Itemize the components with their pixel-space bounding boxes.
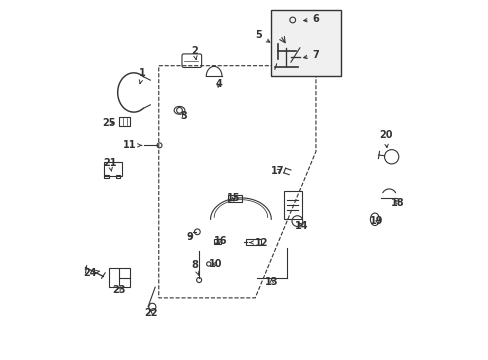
Text: 2: 2	[191, 46, 198, 59]
Text: 8: 8	[191, 260, 199, 275]
Bar	[246, 239, 260, 245]
Text: 22: 22	[143, 308, 157, 318]
Bar	[108, 267, 130, 287]
Bar	[214, 239, 221, 244]
Text: 23: 23	[112, 285, 125, 295]
Bar	[283, 191, 301, 219]
Text: 4: 4	[216, 78, 223, 89]
Text: 14: 14	[294, 221, 308, 231]
Text: 10: 10	[209, 259, 222, 269]
Bar	[271, 10, 340, 76]
Text: 12: 12	[249, 238, 268, 248]
Text: 19: 19	[369, 216, 383, 226]
Text: 13: 13	[264, 277, 278, 287]
Text: 7: 7	[303, 50, 319, 60]
Text: 6: 6	[303, 14, 319, 24]
Text: 18: 18	[390, 198, 404, 208]
Text: 5: 5	[255, 30, 269, 42]
Text: 24: 24	[83, 268, 100, 278]
Text: 3: 3	[180, 111, 187, 121]
Text: 9: 9	[186, 232, 193, 242]
Bar	[104, 162, 122, 176]
Text: 21: 21	[103, 158, 116, 171]
Bar	[228, 195, 242, 202]
Text: 1: 1	[139, 68, 146, 84]
Text: 16: 16	[213, 236, 226, 246]
Bar	[104, 175, 108, 178]
Text: 17: 17	[270, 166, 284, 176]
Text: 15: 15	[226, 193, 240, 203]
Bar	[116, 175, 120, 178]
Text: 11: 11	[122, 140, 142, 150]
Text: 25: 25	[102, 118, 115, 128]
Text: 20: 20	[378, 130, 391, 148]
Bar	[119, 117, 130, 126]
